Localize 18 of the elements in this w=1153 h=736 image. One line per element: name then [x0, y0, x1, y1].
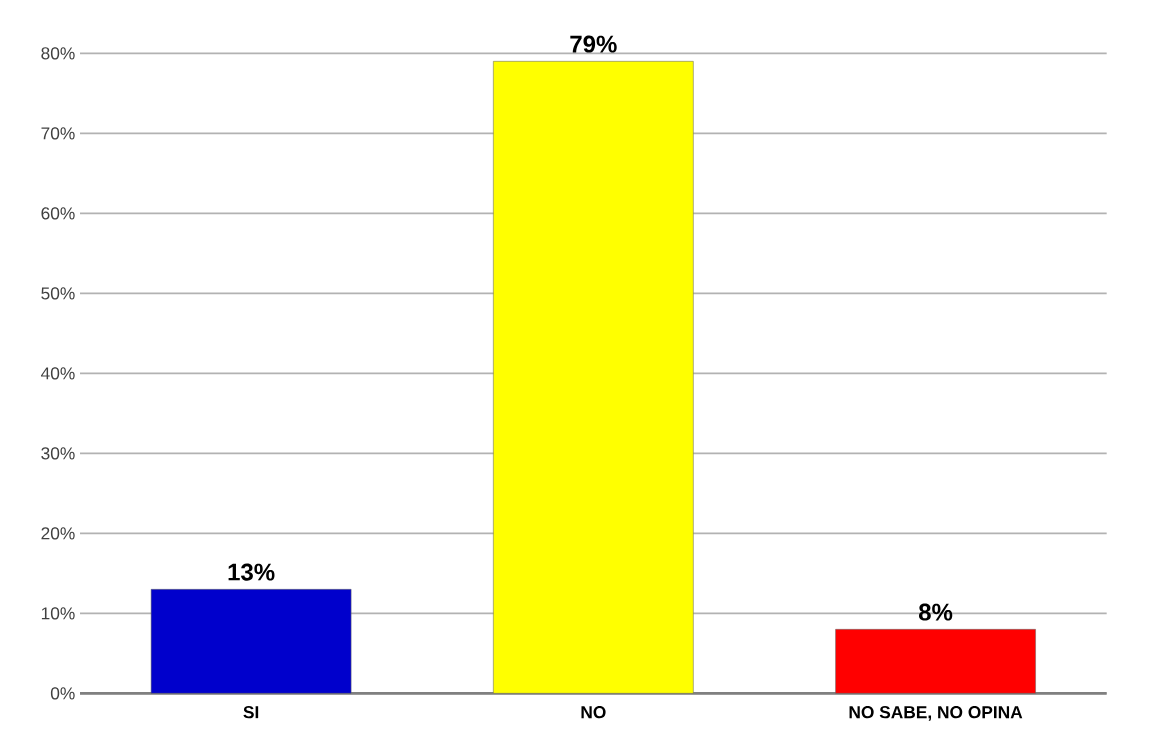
- bar: [835, 629, 1036, 694]
- y-tick-label: 80%: [41, 47, 75, 60]
- data-label: 8%: [918, 603, 953, 621]
- y-tick-label: 10%: [41, 607, 75, 620]
- bar: [493, 61, 694, 694]
- y-tick-label: 70%: [41, 127, 75, 140]
- y-tick-label: 0%: [50, 687, 75, 700]
- y-tick-label: 40%: [41, 367, 75, 380]
- y-tick-label: 20%: [41, 527, 75, 540]
- bar: [150, 589, 352, 694]
- y-tick-label: 30%: [41, 447, 75, 460]
- y-tick-label: 60%: [41, 207, 75, 220]
- data-label: 79%: [570, 35, 617, 53]
- y-tick-label: 50%: [41, 287, 75, 300]
- x-tick-label: NO SABE, NO OPINA: [849, 706, 1023, 721]
- x-tick-label: NO: [581, 706, 606, 719]
- x-tick-label: SI: [243, 706, 259, 719]
- data-label: 13%: [228, 563, 275, 581]
